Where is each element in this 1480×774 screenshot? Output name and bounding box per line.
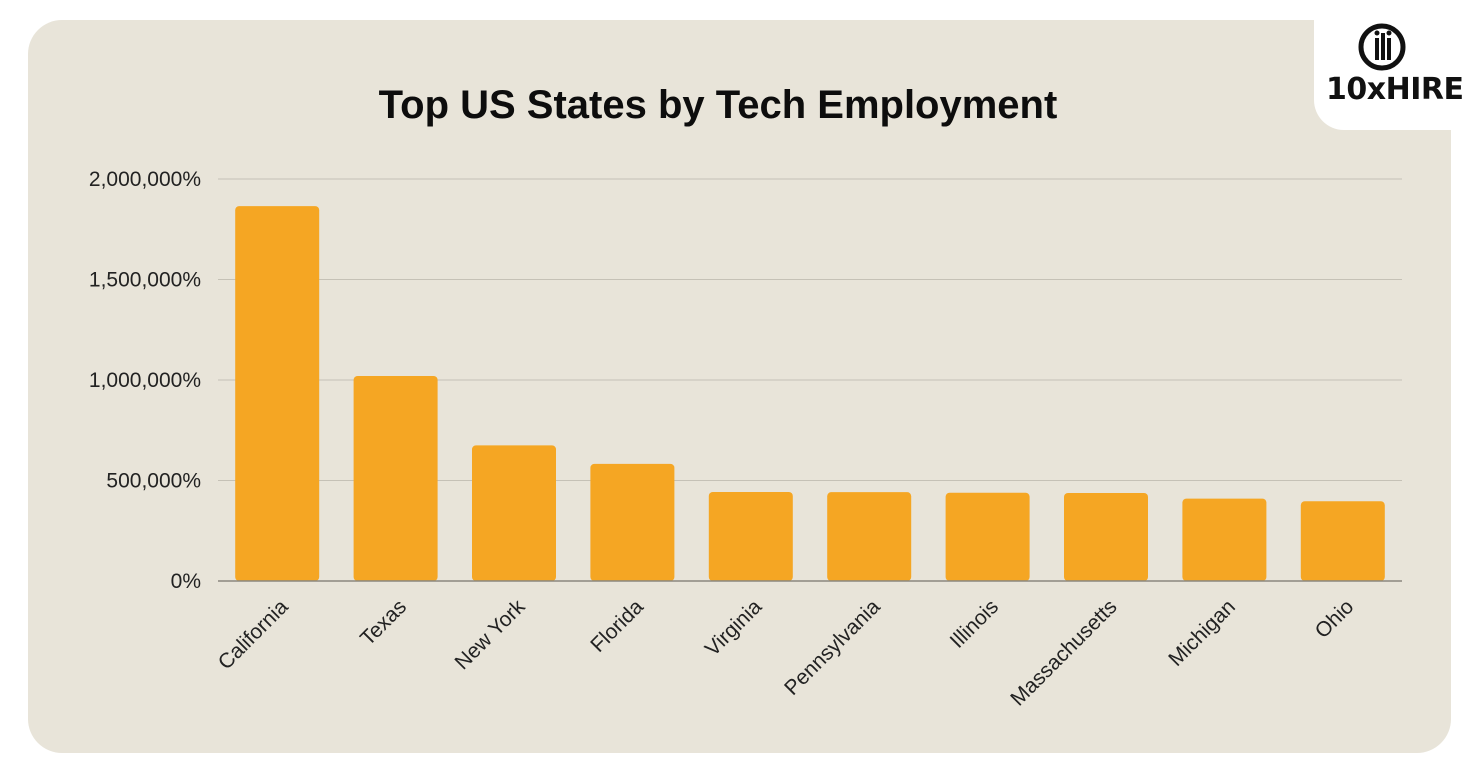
y-axis-ticks: 0% 500,000% 1,000,000% 1,500,000% 2,000,000% <box>89 168 201 593</box>
x-tick-label: California <box>214 595 293 674</box>
y-tick-label: 1,000,000% <box>89 369 201 392</box>
x-tick-label: New York <box>451 595 530 674</box>
y-tick-label: 500,000% <box>106 470 201 493</box>
x-tick-label: Texas <box>356 595 411 650</box>
y-tick-label: 0% <box>171 570 201 593</box>
logo-icon <box>1358 23 1406 71</box>
bar-ohio <box>1300 501 1385 581</box>
bar-massachusetts <box>1064 492 1148 581</box>
x-tick-label: Massachusetts <box>1006 595 1121 710</box>
x-tick-label: Illinois <box>946 595 1004 653</box>
x-tick-label: Pennsylvania <box>780 595 885 700</box>
logo-wordmark: 10xHIRE <box>1326 72 1464 107</box>
x-tick-label: Florida <box>586 595 648 657</box>
bar-california <box>235 206 320 581</box>
logo-tab <box>1314 0 1480 130</box>
bar-virginia <box>708 491 793 581</box>
bar-florida <box>590 463 675 581</box>
y-tick-label: 1,500,000% <box>89 269 201 292</box>
bar-pennsylvania <box>827 492 912 581</box>
x-axis-ticks: California Texas New York Florida Virginia Pe… <box>214 595 1359 711</box>
bar-new-york <box>472 445 556 581</box>
bar-michigan <box>1182 498 1267 581</box>
y-tick-label: 2,000,000% <box>89 168 201 191</box>
x-tick-label: Ohio <box>1311 595 1359 643</box>
x-tick-label: Michigan <box>1164 595 1240 671</box>
bar-texas <box>353 375 438 581</box>
bar-illinois <box>945 492 1030 581</box>
x-tick-label: Virginia <box>701 595 767 661</box>
bars <box>235 206 1385 581</box>
chart-title: Top US States by Tech Employment <box>379 83 1058 127</box>
